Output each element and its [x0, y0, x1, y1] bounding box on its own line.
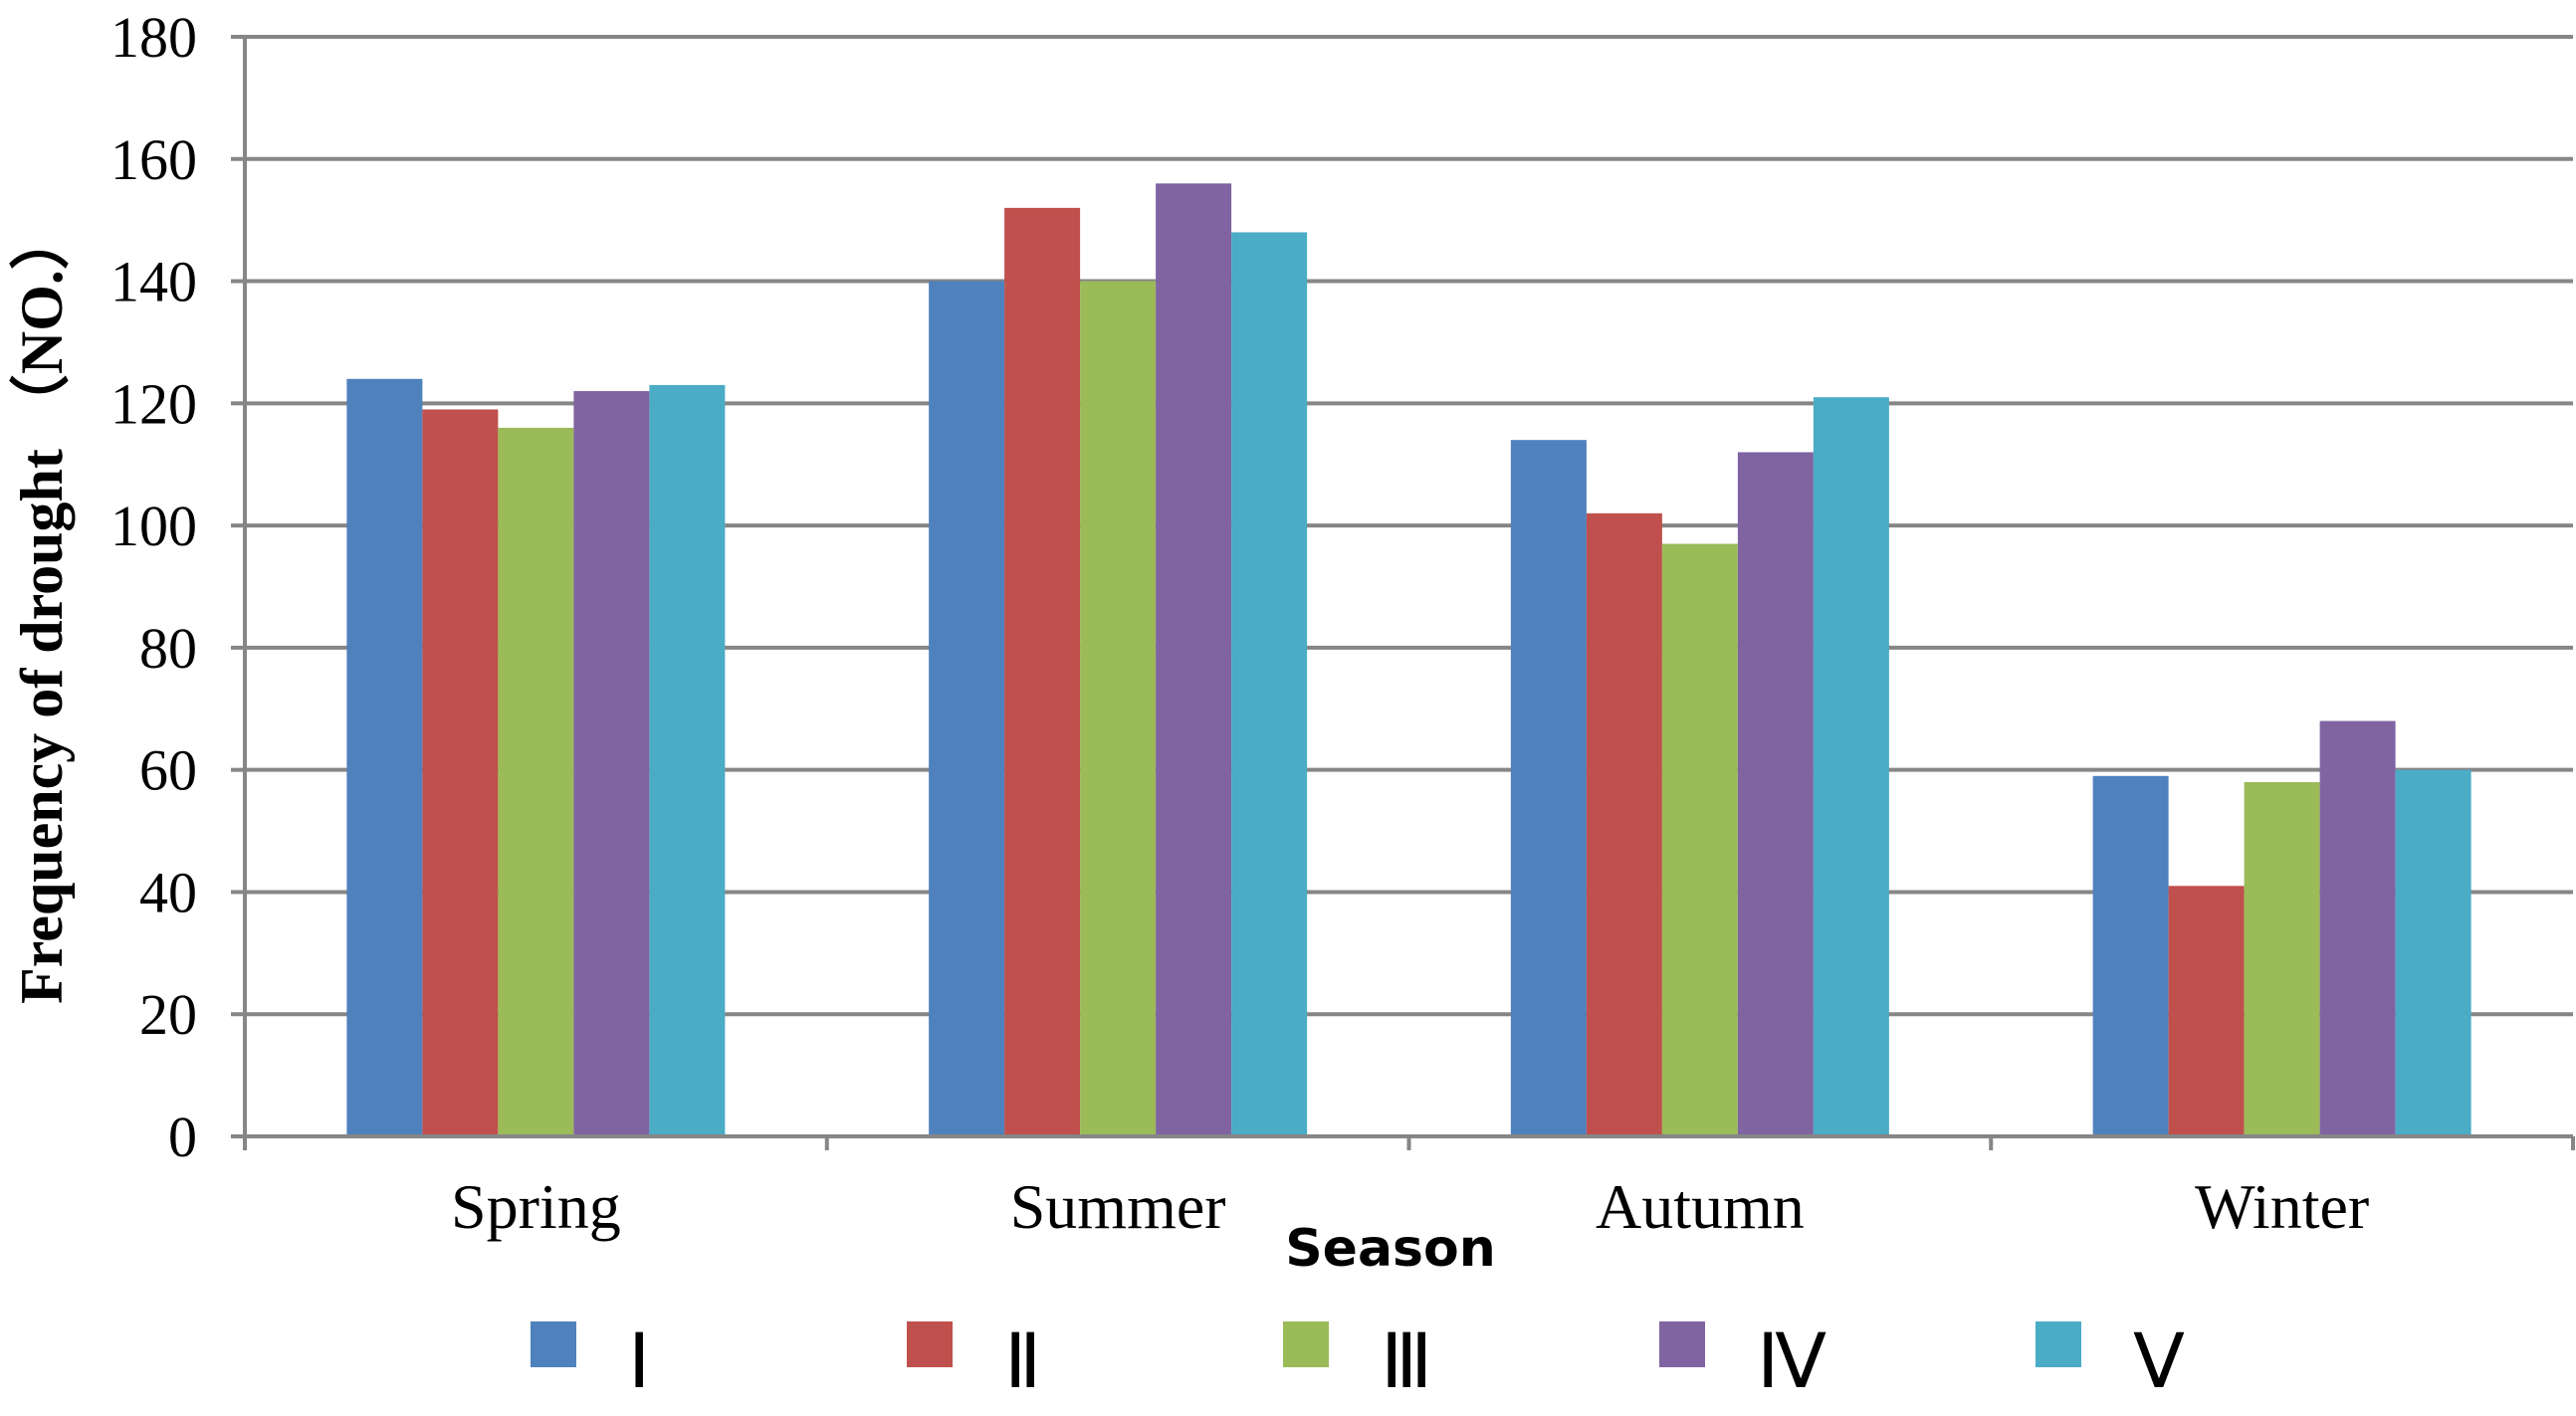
- legend-label: Ⅳ: [1757, 1316, 1826, 1405]
- bar-winter-series-3: [2244, 781, 2320, 1136]
- y-tick-label: 20: [139, 982, 197, 1047]
- bar-autumn-series-2: [1586, 512, 1662, 1136]
- bar-spring-series-1: [346, 378, 423, 1136]
- bar-summer-series-3: [1080, 281, 1157, 1136]
- bar-winter-series-4: [2319, 720, 2396, 1136]
- y-tick-label: 100: [110, 494, 197, 558]
- x-tick-label: Spring: [451, 1171, 621, 1242]
- bar-spring-series-3: [498, 427, 574, 1136]
- y-tick-label: 140: [110, 250, 197, 314]
- bar-autumn-series-3: [1661, 543, 1738, 1136]
- legend-label: Ⅲ: [1381, 1316, 1432, 1405]
- bar-spring-series-5: [649, 384, 726, 1137]
- legend-swatch: [1659, 1321, 1705, 1367]
- legend: Ⅰ Ⅱ Ⅲ Ⅳ Ⅴ: [531, 1316, 2185, 1405]
- x-tick-label: Winter: [2195, 1171, 2369, 1242]
- y-tick-label: 60: [139, 738, 197, 803]
- bar-autumn-series-1: [1510, 440, 1587, 1137]
- bar-spring-series-4: [573, 391, 650, 1136]
- x-tick-label: Summer: [1010, 1171, 1226, 1242]
- bar-autumn-series-5: [1813, 397, 1889, 1136]
- x-axis-label: Season: [1285, 1219, 1496, 1279]
- bar-summer-series-5: [1231, 232, 1308, 1136]
- x-tick-label: Autumn: [1596, 1171, 1805, 1242]
- bar-winter-series-1: [2092, 775, 2169, 1136]
- y-tick-label: 40: [139, 860, 197, 924]
- bar-winter-series-5: [2395, 769, 2471, 1136]
- legend-swatch: [531, 1321, 576, 1367]
- y-axis-label: Frequency of drought （NO.）: [8, 210, 75, 1004]
- bar-spring-series-2: [422, 409, 499, 1136]
- bars: [346, 183, 2471, 1137]
- y-tick-label: 160: [110, 127, 197, 192]
- legend-swatch: [2036, 1321, 2081, 1367]
- bar-summer-series-2: [1004, 207, 1081, 1136]
- bar-summer-series-4: [1156, 183, 1232, 1137]
- bar-summer-series-1: [929, 281, 1005, 1136]
- y-tick-label: 80: [139, 616, 197, 681]
- legend-label: Ⅱ: [1004, 1316, 1041, 1405]
- legend-label: Ⅴ: [2133, 1316, 2185, 1405]
- y-tick-labels: 0 20 40 60 80 100 120 140 160 180: [110, 5, 197, 1169]
- legend-swatch: [1283, 1321, 1329, 1367]
- y-tick-label: 0: [168, 1105, 197, 1169]
- bar-autumn-series-4: [1737, 452, 1814, 1136]
- x-tick-labels: Spring Summer Autumn Winter: [451, 1171, 2369, 1242]
- legend-label: Ⅰ: [628, 1316, 650, 1405]
- y-tick-label: 180: [110, 5, 197, 70]
- legend-swatch: [907, 1321, 953, 1367]
- bar-winter-series-2: [2168, 886, 2245, 1136]
- y-tick-label: 120: [110, 371, 197, 436]
- axes: [231, 35, 2575, 1150]
